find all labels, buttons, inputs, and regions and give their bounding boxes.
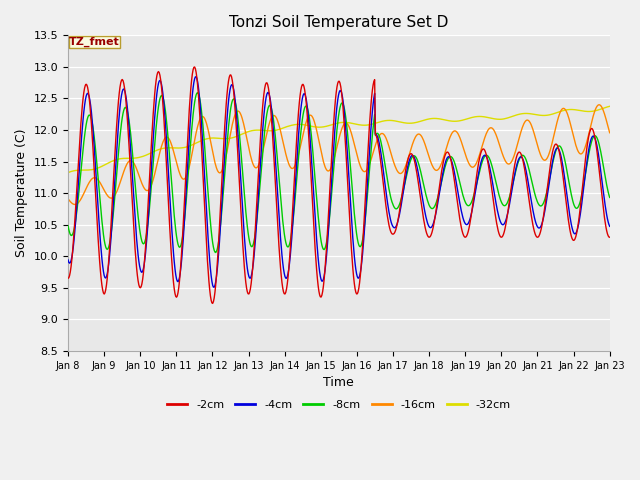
X-axis label: Time: Time	[323, 376, 354, 389]
Y-axis label: Soil Temperature (C): Soil Temperature (C)	[15, 129, 28, 257]
Title: Tonzi Soil Temperature Set D: Tonzi Soil Temperature Set D	[229, 15, 449, 30]
Legend: -2cm, -4cm, -8cm, -16cm, -32cm: -2cm, -4cm, -8cm, -16cm, -32cm	[163, 396, 515, 415]
